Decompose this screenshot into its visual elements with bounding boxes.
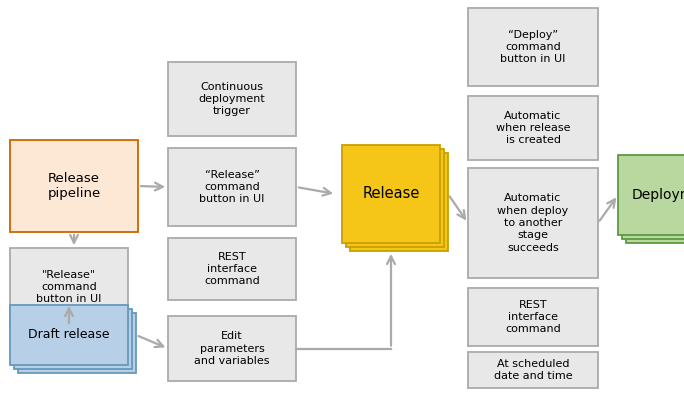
Text: Continuous
deployment
trigger: Continuous deployment trigger bbox=[198, 82, 265, 116]
FancyBboxPatch shape bbox=[14, 309, 132, 369]
FancyBboxPatch shape bbox=[346, 149, 444, 247]
FancyBboxPatch shape bbox=[468, 96, 598, 160]
FancyBboxPatch shape bbox=[622, 159, 684, 239]
FancyBboxPatch shape bbox=[168, 238, 296, 300]
FancyBboxPatch shape bbox=[10, 140, 138, 232]
FancyBboxPatch shape bbox=[468, 288, 598, 346]
Text: REST
interface
command: REST interface command bbox=[505, 300, 561, 334]
Text: At scheduled
date and time: At scheduled date and time bbox=[494, 359, 573, 381]
FancyBboxPatch shape bbox=[168, 62, 296, 136]
Text: "Release"
command
button in UI: "Release" command button in UI bbox=[36, 270, 102, 305]
FancyBboxPatch shape bbox=[350, 153, 448, 251]
Text: Draft release: Draft release bbox=[28, 329, 109, 341]
FancyBboxPatch shape bbox=[618, 155, 684, 235]
Text: Release: Release bbox=[363, 187, 420, 202]
FancyBboxPatch shape bbox=[468, 352, 598, 388]
Text: Deployment: Deployment bbox=[631, 188, 684, 202]
FancyBboxPatch shape bbox=[168, 148, 296, 226]
Text: “Release”
command
button in UI: “Release” command button in UI bbox=[199, 169, 265, 204]
FancyBboxPatch shape bbox=[10, 248, 128, 326]
Text: Release
pipeline: Release pipeline bbox=[47, 171, 101, 200]
FancyBboxPatch shape bbox=[18, 313, 136, 373]
FancyBboxPatch shape bbox=[468, 8, 598, 86]
FancyBboxPatch shape bbox=[168, 316, 296, 381]
Text: REST
interface
command: REST interface command bbox=[204, 251, 260, 286]
Text: Automatic
when deploy
to another
stage
succeeds: Automatic when deploy to another stage s… bbox=[497, 193, 568, 253]
FancyBboxPatch shape bbox=[468, 168, 598, 278]
Text: “Deploy”
command
button in UI: “Deploy” command button in UI bbox=[500, 30, 566, 65]
FancyBboxPatch shape bbox=[10, 305, 128, 365]
FancyBboxPatch shape bbox=[342, 145, 440, 243]
Text: Edit
parameters
and variables: Edit parameters and variables bbox=[194, 331, 269, 366]
Text: Automatic
when release
is created: Automatic when release is created bbox=[496, 110, 570, 145]
FancyBboxPatch shape bbox=[626, 163, 684, 243]
